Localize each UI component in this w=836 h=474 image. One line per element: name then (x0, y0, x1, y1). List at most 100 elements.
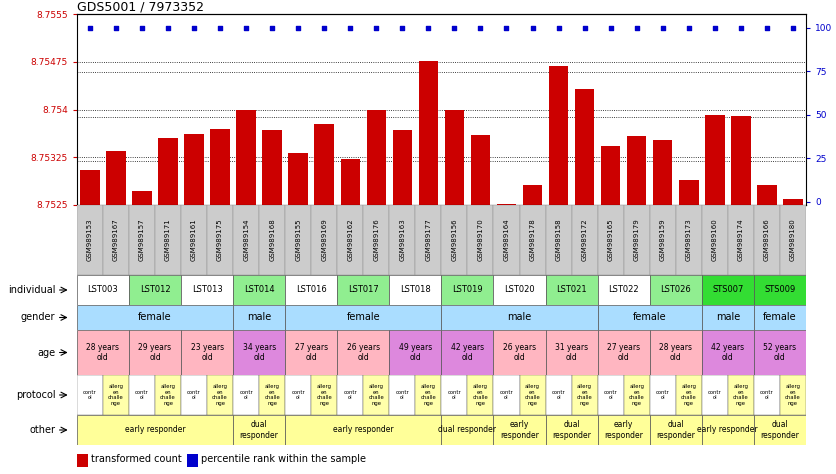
Text: GSM989178: GSM989178 (529, 219, 536, 261)
Text: male: male (247, 312, 272, 322)
Text: early responder: early responder (697, 426, 758, 435)
Bar (679, 180, 699, 205)
Text: allerg
en
challe
nge: allerg en challe nge (577, 384, 593, 406)
Point (448, 24, 461, 32)
Bar (233, 205, 259, 275)
Text: 49 years
old: 49 years old (399, 343, 432, 362)
Bar (701, 415, 754, 445)
Bar (390, 205, 415, 275)
Bar (650, 205, 675, 275)
Text: contr
ol: contr ol (395, 390, 410, 401)
Bar (259, 375, 285, 415)
Text: early
responder: early responder (604, 420, 643, 440)
Bar (754, 205, 780, 275)
Bar (624, 205, 650, 275)
Bar (575, 89, 594, 205)
Text: GSM989170: GSM989170 (477, 219, 483, 261)
Text: female: female (763, 312, 797, 322)
Bar (77, 205, 103, 275)
Text: contr
ol: contr ol (291, 390, 305, 401)
Bar (233, 275, 285, 305)
Point (344, 24, 357, 32)
Bar (598, 305, 701, 330)
Bar (106, 151, 125, 205)
Bar (129, 375, 155, 415)
Text: contr
ol: contr ol (708, 390, 721, 401)
Text: contr
ol: contr ol (655, 390, 670, 401)
Bar (263, 130, 282, 205)
Bar (103, 375, 129, 415)
Bar (311, 205, 337, 275)
Point (734, 24, 747, 32)
Point (500, 24, 513, 32)
Text: contr
ol: contr ol (500, 390, 513, 401)
Bar (337, 275, 390, 305)
Text: allerg
en
challe
nge: allerg en challe nge (733, 384, 749, 406)
Text: 29 years
old: 29 years old (139, 343, 171, 362)
Bar (701, 375, 728, 415)
Bar (675, 375, 701, 415)
Text: protocol: protocol (16, 390, 55, 400)
Text: GSM989160: GSM989160 (711, 219, 718, 261)
Text: GSM989177: GSM989177 (426, 219, 431, 261)
Bar (705, 115, 725, 205)
Bar (415, 205, 441, 275)
Text: transformed count: transformed count (91, 455, 181, 465)
Point (135, 24, 149, 32)
Text: allerg
en
challe
nge: allerg en challe nge (681, 384, 696, 406)
Text: LST021: LST021 (556, 285, 587, 294)
Bar (181, 330, 233, 375)
Bar (754, 415, 806, 445)
Bar (754, 275, 806, 305)
Point (526, 24, 539, 32)
Text: allerg
en
challe
nge: allerg en challe nge (785, 384, 801, 406)
Text: LST014: LST014 (244, 285, 274, 294)
Point (84, 24, 97, 32)
Text: contr
ol: contr ol (447, 390, 461, 401)
Bar (519, 375, 546, 415)
Bar (701, 205, 728, 275)
Bar (493, 375, 519, 415)
Point (786, 24, 799, 32)
Bar (572, 205, 598, 275)
Text: GSM989167: GSM989167 (113, 219, 119, 261)
Text: GSM989164: GSM989164 (503, 219, 509, 261)
Text: GSM989166: GSM989166 (764, 219, 770, 261)
Bar (546, 275, 598, 305)
Bar (441, 415, 493, 445)
Bar (598, 330, 650, 375)
Text: 52 years
old: 52 years old (763, 343, 797, 362)
Text: dual responder: dual responder (438, 426, 497, 435)
Bar (441, 205, 467, 275)
Text: allerg
en
challe
nge: allerg en challe nge (472, 384, 488, 406)
Bar (598, 205, 624, 275)
Text: dual
responder: dual responder (761, 420, 799, 440)
Point (161, 24, 175, 32)
Text: allerg
en
challe
nge: allerg en challe nge (369, 384, 385, 406)
Bar (653, 140, 672, 205)
Bar (783, 199, 803, 205)
Bar (650, 375, 675, 415)
Bar (546, 375, 572, 415)
Text: GSM989162: GSM989162 (347, 219, 354, 261)
Bar (519, 205, 546, 275)
Text: LST003: LST003 (88, 285, 119, 294)
Bar (598, 275, 650, 305)
Bar (601, 146, 620, 205)
Bar (754, 305, 806, 330)
Text: 28 years
old: 28 years old (660, 343, 692, 362)
Bar (80, 170, 99, 205)
Text: 42 years
old: 42 years old (711, 343, 744, 362)
Text: GSM989158: GSM989158 (556, 219, 562, 261)
Bar (77, 330, 129, 375)
Point (708, 24, 721, 32)
Point (552, 24, 565, 32)
Bar (728, 375, 754, 415)
Text: early
responder: early responder (500, 420, 539, 440)
Bar (650, 415, 701, 445)
Text: GSM989176: GSM989176 (374, 219, 380, 261)
Text: 42 years
old: 42 years old (451, 343, 484, 362)
Text: allerg
en
challe
nge: allerg en challe nge (108, 384, 124, 406)
Text: contr
ol: contr ol (604, 390, 618, 401)
Bar (548, 66, 568, 205)
